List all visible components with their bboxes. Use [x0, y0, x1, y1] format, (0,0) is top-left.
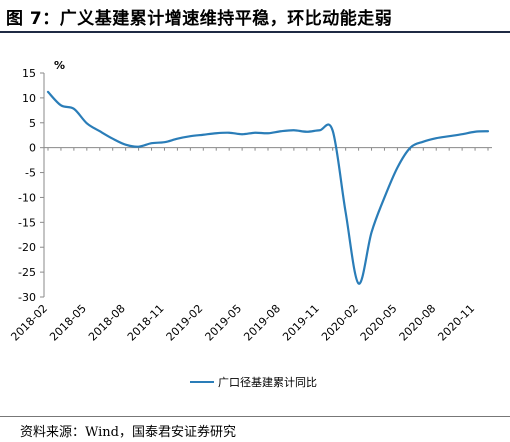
y-tick-label: 5 — [29, 117, 36, 130]
y-tick-label: -5 — [25, 167, 36, 180]
x-tick-label: 2020-05 — [358, 302, 400, 344]
y-tick-label: -30 — [18, 291, 36, 304]
x-tick-label: 2019-11 — [280, 302, 322, 344]
x-tick-label: 2018-08 — [86, 302, 128, 344]
x-tick-label: 2020-02 — [319, 302, 361, 344]
y-tick-label: 0 — [29, 142, 36, 155]
legend-label: 广口径基建累计同比 — [218, 376, 317, 389]
x-tick-label: 2019-05 — [203, 302, 245, 344]
figure-title: 图 7：广义基建累计增速维持平稳，环比动能走弱 — [6, 9, 393, 29]
bottom-divider — [0, 416, 510, 417]
y-tick-label: 15 — [22, 67, 36, 80]
y-tick-label: 10 — [22, 92, 36, 105]
y-tick-label: -15 — [18, 216, 36, 229]
x-tick-label: 2018-05 — [47, 302, 89, 344]
source-note: 资料来源：Wind，国泰君安证券研究 — [20, 425, 236, 440]
x-tick-label: 2020-11 — [435, 302, 477, 344]
y-tick-label: -20 — [18, 241, 36, 254]
y-tick-label: -25 — [18, 266, 36, 279]
chart-legend: 广口径基建累计同比 — [190, 374, 317, 390]
legend-swatch — [190, 381, 214, 383]
x-tick-label: 2020-08 — [397, 302, 439, 344]
x-tick-label: 2019-02 — [164, 302, 206, 344]
top-divider — [0, 31, 510, 33]
chart-axes: 151050-5-10-15-20-25-30%2018-022018-0520… — [8, 59, 492, 344]
y-unit-label: % — [54, 59, 65, 72]
x-tick-label: 2018-11 — [125, 302, 167, 344]
line-chart: 151050-5-10-15-20-25-30%2018-022018-0520… — [8, 59, 492, 344]
series-line — [46, 90, 490, 285]
x-tick-label: 2019-08 — [241, 302, 283, 344]
x-tick-label: 2018-02 — [8, 302, 50, 344]
y-tick-label: -10 — [18, 191, 36, 204]
chart-plot-area — [46, 90, 490, 285]
